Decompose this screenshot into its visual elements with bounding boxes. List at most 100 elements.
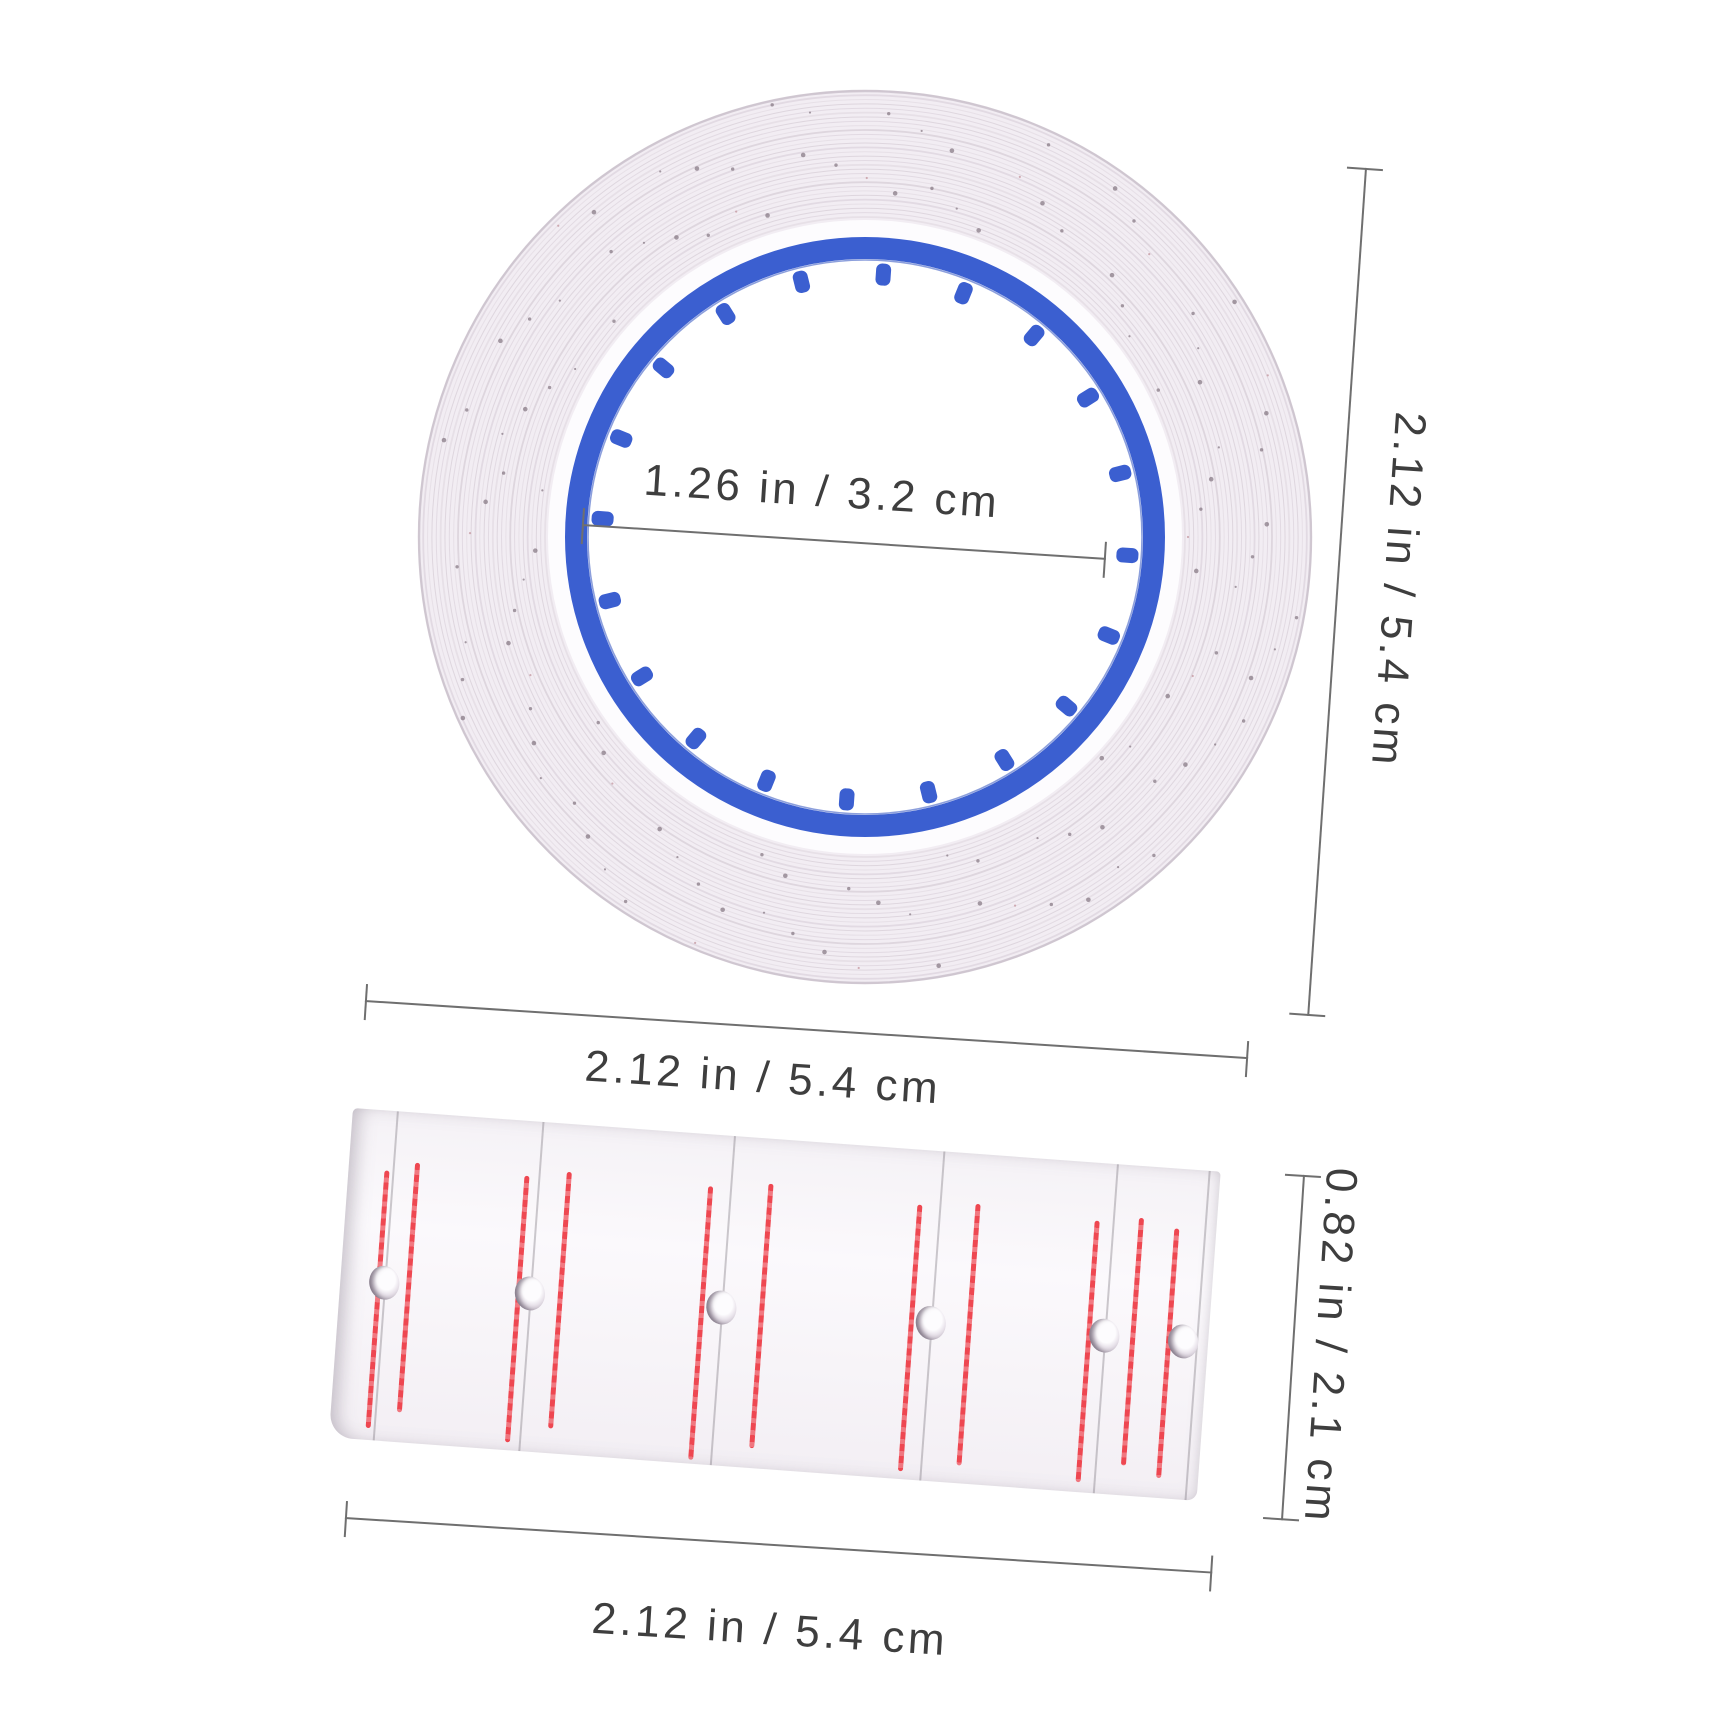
tape-speckle bbox=[531, 740, 537, 746]
tape-speckle bbox=[468, 532, 472, 535]
tape-winding-ring bbox=[544, 216, 1186, 858]
tape-speckle bbox=[808, 111, 812, 114]
tape-speckle bbox=[547, 385, 552, 390]
tape-winding-ring bbox=[457, 129, 1273, 945]
tape-speckle bbox=[1214, 743, 1217, 746]
tape-speckle bbox=[955, 207, 958, 210]
tape-speckle bbox=[936, 963, 941, 969]
tape-speckle bbox=[501, 471, 506, 475]
tape-speckle bbox=[1273, 648, 1276, 651]
tape-speckle bbox=[1148, 253, 1151, 256]
tape-speckle bbox=[465, 408, 469, 412]
tape-speckle bbox=[892, 191, 898, 196]
tape-winding-ring bbox=[526, 198, 1204, 876]
tape-speckle bbox=[642, 241, 646, 244]
tape-speckle bbox=[1165, 693, 1171, 699]
tape-speckle bbox=[609, 249, 613, 254]
tape-speckle bbox=[541, 489, 544, 492]
tape-speckle bbox=[1232, 299, 1237, 305]
core-tooth bbox=[685, 727, 707, 750]
core-tooth bbox=[610, 429, 633, 448]
tape-speckle bbox=[1186, 535, 1190, 539]
tape-speckle bbox=[603, 868, 607, 871]
tape-speckle bbox=[596, 720, 600, 725]
core-tooth bbox=[838, 788, 855, 811]
tape-speckle bbox=[800, 152, 806, 158]
tape-speckle bbox=[1049, 902, 1054, 907]
tape-speckle bbox=[1197, 379, 1203, 385]
core-tooth bbox=[591, 510, 614, 527]
tape-speckle bbox=[1183, 762, 1188, 767]
tape-speckle bbox=[522, 578, 525, 581]
tape-speckle bbox=[1214, 651, 1219, 655]
tape-speckle bbox=[1120, 304, 1125, 308]
tape-outer-rim bbox=[417, 89, 1313, 985]
core-tooth bbox=[1108, 464, 1132, 483]
tape-speckle bbox=[949, 148, 955, 153]
tape-speckle bbox=[574, 367, 577, 371]
label-red-line bbox=[897, 1204, 923, 1472]
tape-speckle bbox=[706, 233, 710, 237]
core-tooth bbox=[1076, 387, 1100, 408]
tape-speckle bbox=[1264, 522, 1270, 527]
tape-speckle bbox=[1217, 446, 1220, 449]
core-ring bbox=[565, 237, 1165, 837]
tape-speckle bbox=[1266, 374, 1269, 377]
tape-speckle bbox=[1199, 507, 1203, 511]
label-red-line bbox=[548, 1171, 572, 1429]
tape-speckle bbox=[887, 111, 891, 116]
tape-winding-ring bbox=[461, 133, 1269, 941]
tape-speckle bbox=[1068, 832, 1072, 837]
tape-winding-ring bbox=[479, 151, 1251, 923]
tape-speckle bbox=[822, 949, 827, 955]
tape-speckle bbox=[696, 882, 701, 886]
tape-speckle bbox=[527, 317, 532, 321]
tape-speckle bbox=[1234, 585, 1237, 588]
tape-speckle bbox=[1036, 836, 1039, 840]
tape-speckle bbox=[1013, 904, 1017, 907]
tape-speckle bbox=[498, 338, 503, 344]
tape-winding-ring bbox=[505, 177, 1225, 897]
tape-speckle bbox=[1197, 347, 1200, 350]
tape-speckle bbox=[464, 641, 467, 644]
tape-speckle bbox=[512, 608, 517, 613]
core-ring-inner-edge bbox=[587, 259, 1143, 815]
tape-speckle bbox=[857, 966, 860, 970]
tape-winding-ring bbox=[540, 212, 1190, 862]
tape-winding-ring bbox=[427, 99, 1303, 975]
core-tooth bbox=[598, 591, 622, 610]
tape-speckle bbox=[1112, 186, 1118, 191]
tape-speckle bbox=[1153, 779, 1157, 783]
tape-speckle bbox=[1132, 219, 1136, 223]
tape-speckle bbox=[611, 782, 614, 785]
tape-speckle bbox=[1129, 745, 1132, 748]
tape-winding-ring bbox=[518, 190, 1212, 884]
tape-speckle bbox=[659, 170, 662, 173]
tape-winding-ring bbox=[514, 186, 1216, 888]
tape-winding-ring bbox=[444, 116, 1286, 958]
tape-speckle bbox=[1109, 272, 1115, 278]
tape-speckle bbox=[834, 163, 838, 167]
core-tooth bbox=[954, 282, 973, 305]
core-tooth bbox=[1097, 626, 1120, 645]
tape-speckle bbox=[460, 715, 466, 721]
tape-speckle bbox=[1193, 568, 1199, 574]
tape-speckle bbox=[1241, 719, 1246, 723]
tape-speckle bbox=[876, 900, 881, 906]
tape-winding-ring bbox=[474, 146, 1256, 928]
tape-speckle bbox=[1259, 448, 1264, 452]
core-tooth bbox=[875, 263, 892, 286]
perforation-hole bbox=[366, 1263, 403, 1303]
tape-winding-ring bbox=[431, 103, 1299, 971]
tape-winding-ring bbox=[422, 94, 1308, 980]
core-tooth bbox=[757, 769, 776, 792]
core-tooth bbox=[715, 302, 736, 326]
tape-speckle bbox=[572, 801, 577, 805]
tape-speckle bbox=[1060, 229, 1064, 233]
core-tooth bbox=[630, 666, 654, 687]
tape-speckle bbox=[532, 548, 538, 553]
tape-speckle bbox=[1018, 175, 1021, 178]
tape-speckle bbox=[694, 166, 700, 171]
tape-speckle bbox=[909, 913, 912, 916]
tape-speckle bbox=[977, 901, 983, 906]
